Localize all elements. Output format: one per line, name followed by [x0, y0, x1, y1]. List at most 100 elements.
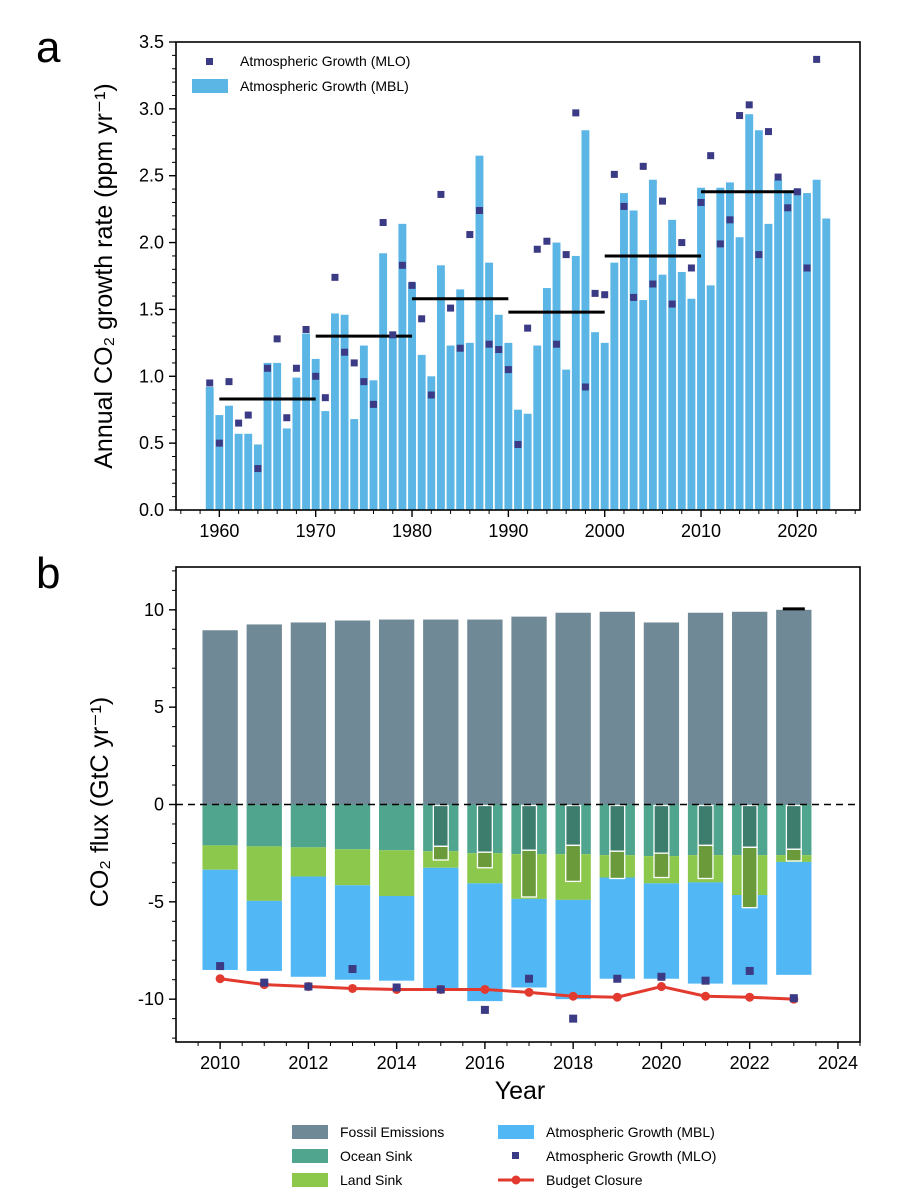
- point-mlo-1990: [504, 366, 512, 374]
- bar-mbl-1992: [523, 413, 532, 510]
- budget-closure-line: [219, 977, 794, 1001]
- bar-land-2012: [290, 847, 327, 877]
- point-mlo-1981: [418, 315, 426, 323]
- ytick-label-a: 0.0: [139, 500, 164, 520]
- ytick-label-b: 5: [154, 697, 164, 717]
- ocean-range-box-2019: [609, 804, 626, 852]
- ytick-label-b: -5: [148, 892, 164, 912]
- point-mlo-1988: [485, 340, 493, 348]
- bar-mbl-2014: [735, 237, 744, 511]
- point-mlo-1995: [553, 340, 561, 348]
- ocean-range-box-2021: [697, 804, 714, 847]
- legend-b-closure-label: Budget Closure: [546, 1172, 643, 1188]
- point-mlo-1961: [225, 378, 233, 386]
- legend-b-mbl-swatch: [498, 1125, 534, 1139]
- bar-mbl-1969: [302, 333, 311, 510]
- bar-ocean-2010: [202, 804, 238, 846]
- xtick-label-b: 2016: [465, 1053, 505, 1073]
- ytick-label-b: -10: [138, 989, 164, 1009]
- bar-mbl-2008: [677, 271, 686, 510]
- bar-mbl-2004: [639, 300, 648, 510]
- bar-fossil-2020: [643, 622, 680, 805]
- ocean-range-box-2015: [432, 804, 449, 848]
- point-mlo-2013: [348, 964, 357, 973]
- bar-mbl-2023: [822, 218, 831, 510]
- bar-mbl-2020: [643, 883, 680, 979]
- point-mlo-1984: [447, 304, 455, 312]
- bar-fossil-2023: [776, 609, 812, 805]
- bar-ocean-2012: [290, 804, 327, 848]
- bar-mbl-2019: [783, 190, 792, 510]
- bar-mbl-2018: [774, 179, 783, 510]
- point-mlo-2019: [784, 204, 792, 212]
- legend-b-land-label: Land Sink: [340, 1172, 403, 1188]
- legend-b-fossil-label: Fossil Emissions: [340, 1124, 444, 1140]
- bar-mbl-2015: [423, 867, 459, 991]
- land-range-box-2022: [741, 846, 758, 909]
- land-range-box-2017: [520, 849, 538, 898]
- point-mlo-2014: [392, 983, 401, 992]
- ytick-label-a: 2.0: [139, 233, 164, 253]
- bar-mbl-1960: [215, 415, 224, 510]
- point-mlo-1986: [466, 231, 474, 239]
- xtick-label-b: 2014: [377, 1053, 417, 1073]
- point-mlo-2021: [701, 976, 710, 985]
- point-mlo-2004: [639, 162, 647, 170]
- point-mlo-2013: [726, 216, 734, 224]
- xtick-label-b: 2020: [641, 1053, 681, 1073]
- panel-b-ylabel: CO₂ flux (GtC yr⁻¹): [86, 697, 114, 907]
- point-mlo-2020: [657, 972, 666, 981]
- point-mlo-2011: [707, 152, 715, 160]
- panel-a-axis-frame: [175, 41, 861, 511]
- bar-mbl-1999: [591, 332, 600, 510]
- legend-b-ocean-label: Ocean Sink: [340, 1148, 413, 1164]
- bar-mbl-1972: [331, 313, 339, 510]
- point-mlo-1987: [475, 206, 483, 214]
- point-mlo-2008: [678, 239, 686, 247]
- ytick-label-a: 1.5: [139, 299, 164, 319]
- bar-mbl-1989: [494, 314, 503, 510]
- bar-mbl-1978: [388, 336, 397, 510]
- bar-mbl-1980: [408, 282, 416, 510]
- land-range-box-2018: [565, 844, 582, 883]
- budget-closure-point-2022: [745, 992, 755, 1002]
- bar-fossil-2010: [202, 630, 238, 805]
- panel-a-plot: 0.0 0.5 1.0 1.5 2.0 2.5 3.0 3.5 1960 1970 1980 1990…: [139, 32, 856, 541]
- legend-b-mlo-label: Atmospheric Growth (MLO): [546, 1148, 716, 1164]
- point-mlo-1985: [456, 344, 464, 352]
- legend-b-mlo-marker: [512, 1152, 519, 1159]
- bar-mbl-2001: [610, 262, 619, 510]
- point-mlo-1983: [437, 190, 445, 198]
- bar-fossil-2018: [555, 612, 591, 805]
- bar-land-2014: [378, 850, 415, 896]
- point-mlo-1967: [283, 414, 291, 422]
- point-mlo-1994: [543, 237, 551, 245]
- bar-mbl-2007: [668, 219, 677, 510]
- point-mlo-2023: [789, 994, 798, 1003]
- bar-mbl-1974: [350, 419, 359, 510]
- ocean-range-box-2018: [565, 804, 582, 847]
- point-mlo-2012: [304, 982, 313, 991]
- ytick-label-a: 0.5: [139, 433, 164, 453]
- legend-a-mbl-swatch: [192, 79, 228, 93]
- bar-mbl-1976: [369, 380, 378, 510]
- bar-mbl-1979: [398, 223, 407, 510]
- panel-label-b: b: [36, 549, 60, 598]
- bar-mbl-2002: [620, 193, 628, 510]
- bar-mbl-2010: [697, 187, 705, 510]
- bar-mbl-2023: [776, 861, 812, 975]
- bar-mbl-2013: [334, 885, 371, 980]
- bar-mbl-1973: [340, 314, 349, 510]
- ocean-range-box-2017: [520, 804, 538, 851]
- bar-mbl-1963: [244, 433, 253, 510]
- bar-fossil-2021: [687, 612, 724, 805]
- point-mlo-1959: [206, 379, 214, 387]
- bar-mbl-1961: [225, 405, 233, 510]
- bar-land-2011: [246, 846, 282, 901]
- point-mlo-1965: [264, 364, 272, 372]
- point-mlo-1971: [321, 394, 329, 402]
- bar-mbl-2003: [629, 210, 638, 511]
- bar-mbl-2015: [745, 114, 754, 510]
- bar-mbl-1965: [263, 362, 272, 510]
- bar-fossil-2013: [334, 620, 371, 805]
